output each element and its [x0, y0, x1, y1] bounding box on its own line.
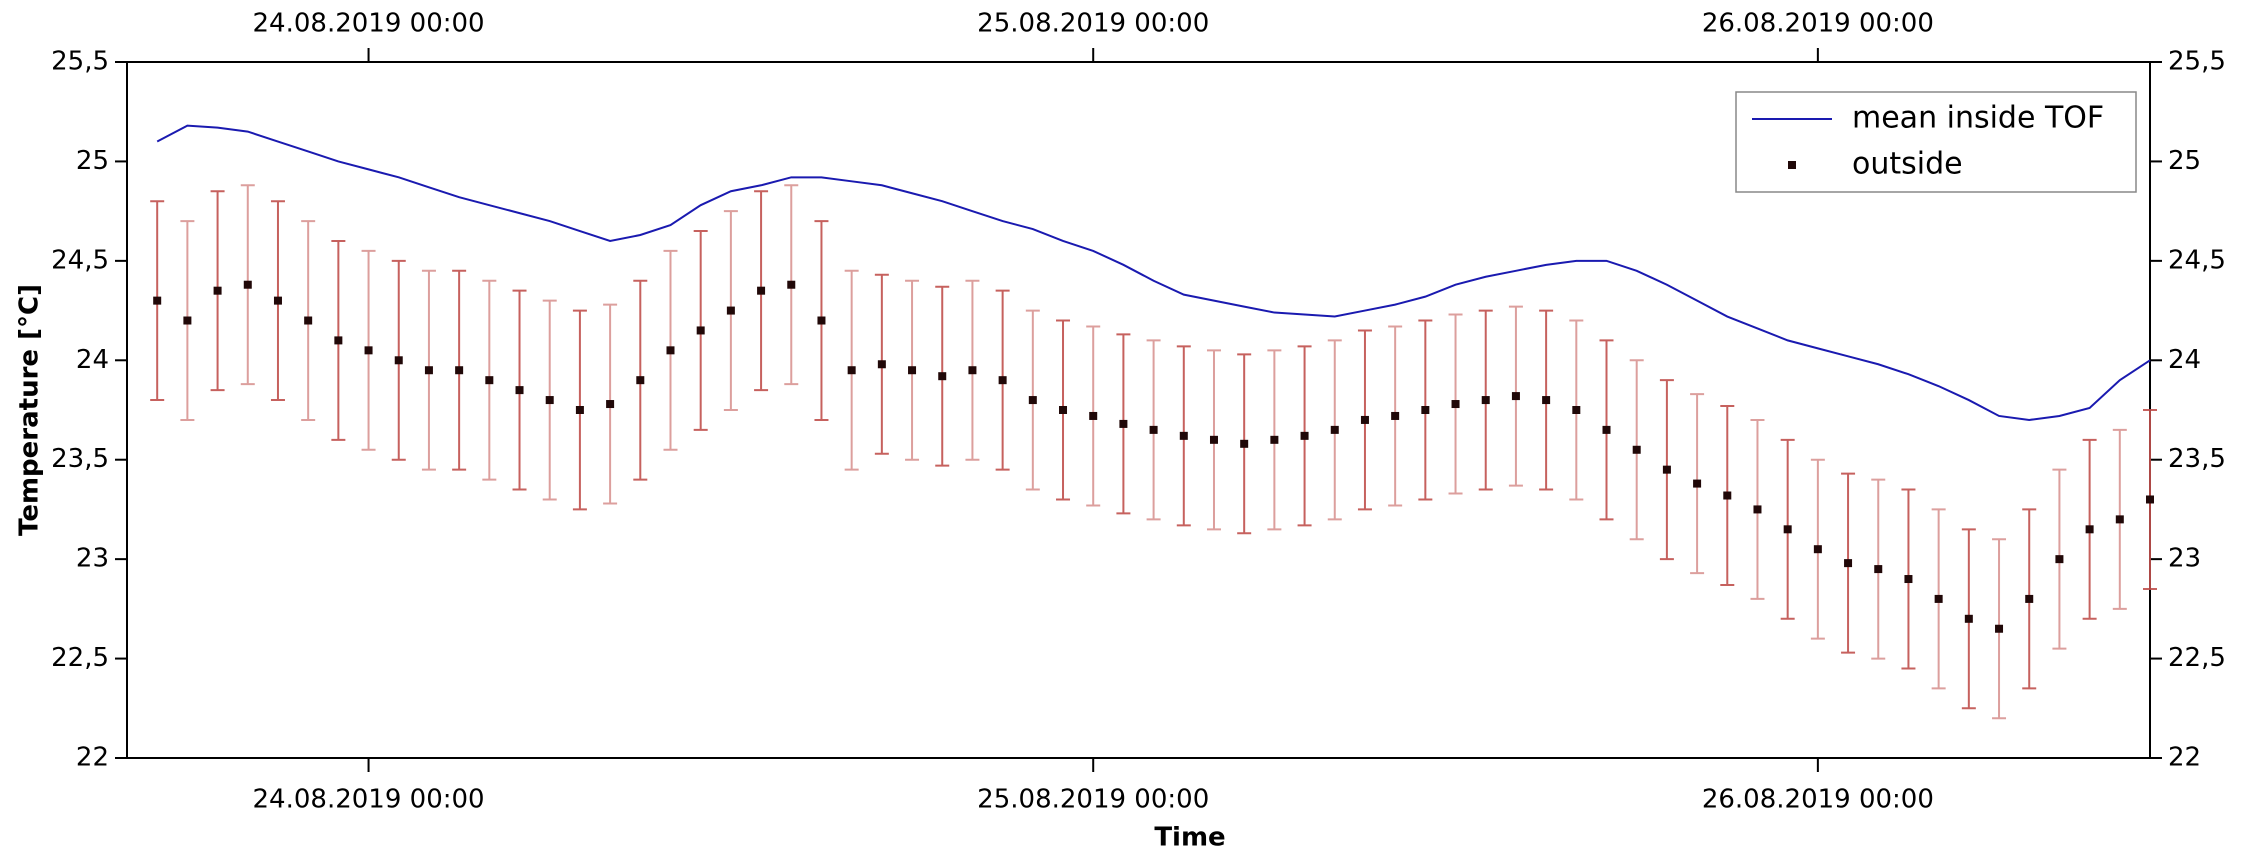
point — [1511, 392, 1520, 401]
x-tick-label: 26.08.2019 00:00 — [1702, 785, 1934, 815]
point — [545, 396, 554, 405]
point — [1783, 525, 1792, 534]
point — [1059, 406, 1068, 414]
point — [2115, 515, 2124, 524]
y-tick-label: 22 — [76, 743, 109, 773]
point — [1360, 415, 1369, 424]
point — [817, 316, 826, 325]
point — [1028, 396, 1037, 405]
x-tick-label: 24.08.2019 00:00 — [253, 785, 485, 815]
y-tick-label: 22,5 — [51, 643, 109, 673]
y-tick-label: 23 — [76, 544, 109, 574]
point — [847, 366, 856, 375]
point — [908, 366, 917, 375]
point — [1240, 439, 1249, 448]
point — [1542, 396, 1551, 405]
point — [1934, 594, 1943, 603]
point — [364, 346, 373, 355]
point — [726, 306, 735, 315]
y2-tick-label: 22 — [2168, 743, 2201, 773]
x-axis-label: Time — [1154, 823, 1225, 852]
legend-box — [1735, 91, 2137, 193]
point — [1662, 465, 1671, 474]
point — [1451, 400, 1460, 409]
point — [998, 376, 1007, 385]
point — [1572, 406, 1581, 414]
point — [938, 372, 947, 381]
point — [1179, 431, 1188, 440]
point — [2146, 495, 2154, 504]
x2-tick-label: 26.08.2019 00:00 — [1702, 9, 1934, 39]
point — [1330, 425, 1339, 434]
y2-tick-label: 25,5 — [2168, 47, 2226, 77]
y2-tick-label: 25 — [2168, 146, 2201, 176]
point — [1119, 419, 1128, 428]
point — [1421, 406, 1430, 414]
point — [485, 376, 494, 385]
point — [1844, 559, 1853, 568]
point — [1693, 479, 1702, 488]
point — [273, 296, 282, 305]
point — [1270, 435, 1279, 444]
point — [183, 316, 192, 325]
point — [1964, 614, 1973, 623]
point — [1149, 425, 1158, 434]
point — [636, 376, 645, 385]
point — [334, 336, 343, 345]
y-axis-label: Temperature [°C] — [15, 284, 45, 536]
y-tick-label: 24,5 — [51, 245, 109, 275]
point — [757, 286, 766, 295]
point — [1300, 431, 1309, 440]
point — [515, 386, 524, 395]
point — [455, 366, 464, 375]
point — [1391, 411, 1400, 420]
point — [787, 280, 796, 289]
point — [666, 346, 675, 355]
y-tick-label: 25 — [76, 146, 109, 176]
point — [394, 356, 403, 365]
point — [2085, 525, 2094, 534]
point — [606, 400, 615, 409]
point — [243, 280, 252, 289]
y-tick-label: 25,5 — [51, 47, 109, 77]
y2-tick-label: 24,5 — [2168, 245, 2226, 275]
point — [213, 286, 222, 295]
line — [156, 124, 2151, 421]
point — [1632, 445, 1641, 454]
y-tick-label: 24 — [76, 345, 109, 375]
point — [1481, 396, 1490, 405]
point — [424, 366, 433, 375]
point — [575, 406, 584, 414]
point — [304, 316, 313, 325]
point — [1995, 624, 2004, 633]
point — [1602, 425, 1611, 434]
x2-tick-label: 25.08.2019 00:00 — [977, 9, 1209, 39]
point — [2025, 594, 2034, 603]
y2-tick-label: 24 — [2168, 345, 2201, 375]
point — [877, 360, 886, 369]
y2-tick-label: 23 — [2168, 544, 2201, 574]
y2-tick-label: 22,5 — [2168, 643, 2226, 673]
point — [153, 296, 162, 305]
x2-tick-label: 24.08.2019 00:00 — [253, 9, 485, 39]
legend-label: outside — [1852, 147, 1963, 182]
point — [1209, 435, 1218, 444]
point — [1753, 505, 1762, 514]
point — [2055, 555, 2064, 564]
y2-tick-label: 23,5 — [2168, 444, 2226, 474]
point — [968, 366, 977, 375]
point — [1723, 491, 1732, 500]
point — [696, 326, 705, 335]
x-tick-label: 25.08.2019 00:00 — [977, 785, 1209, 815]
point — [1813, 545, 1822, 554]
point — [1904, 575, 1913, 584]
y-tick-label: 23,5 — [51, 444, 109, 474]
legend-marker — [1788, 161, 1796, 169]
legend-label: mean inside TOF — [1852, 101, 2104, 136]
point — [1874, 565, 1883, 574]
point — [1089, 411, 1098, 420]
